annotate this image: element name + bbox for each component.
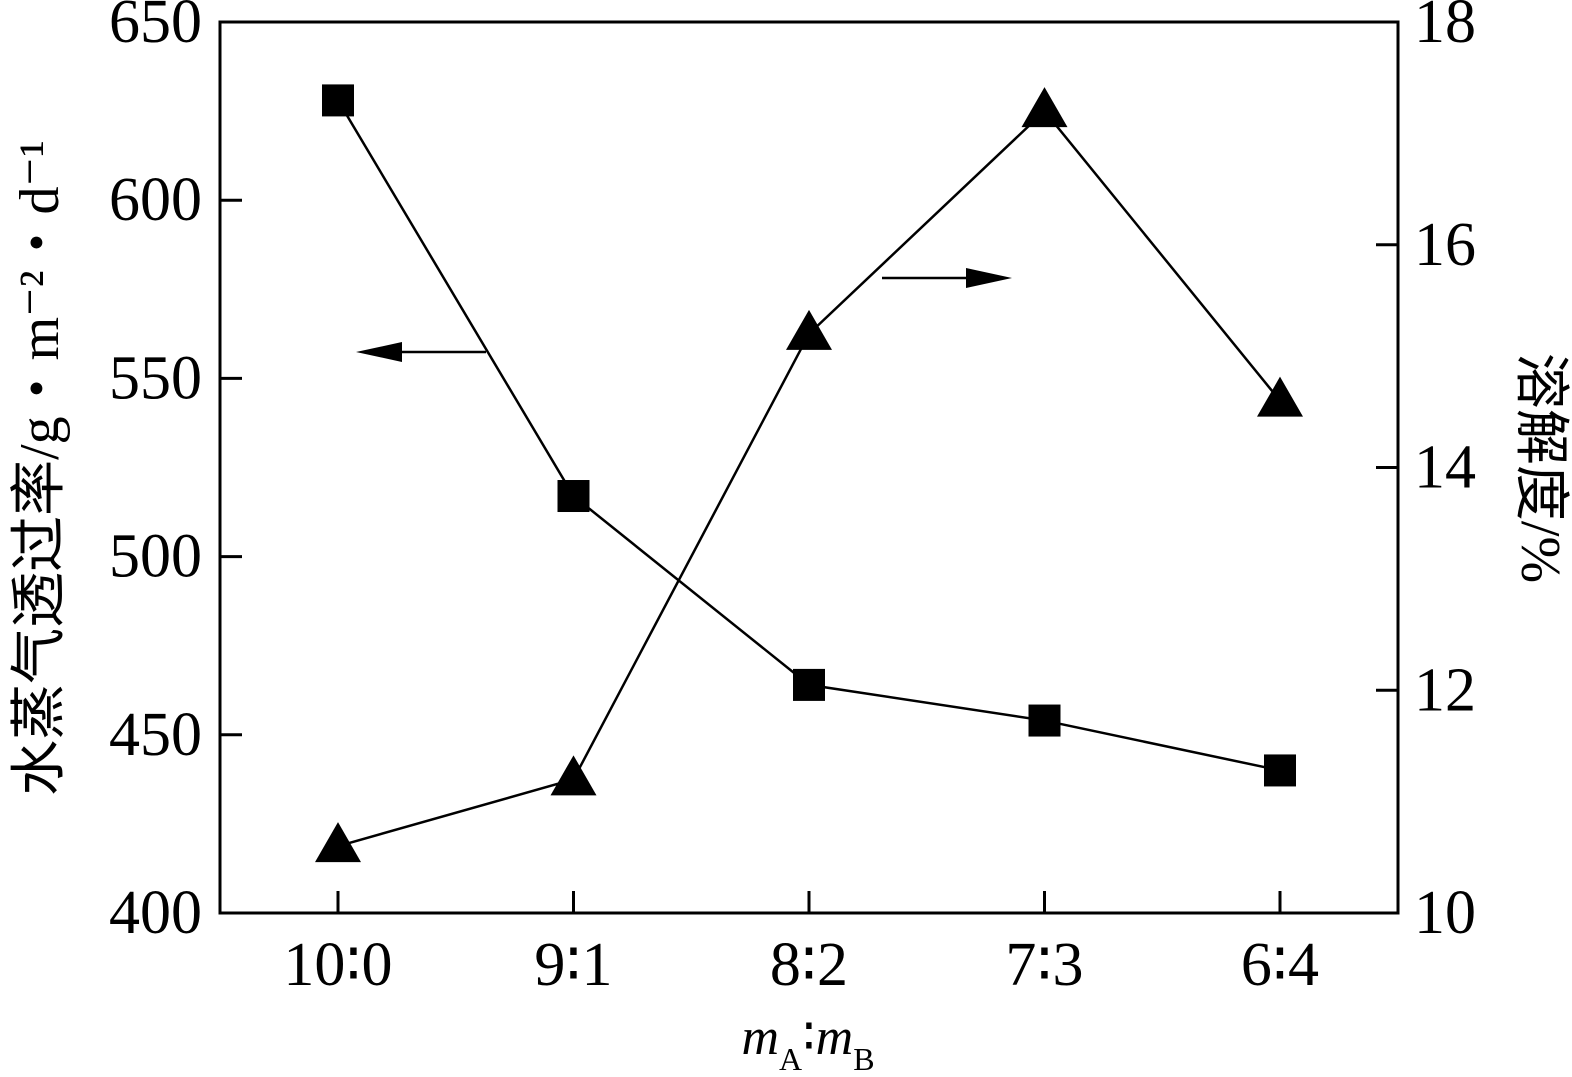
x-tick-label: 8∶2 bbox=[770, 931, 848, 999]
x-axis-title: mA∶mB bbox=[741, 1009, 874, 1077]
right-arrow-head bbox=[966, 268, 1012, 288]
square-marker bbox=[1264, 754, 1296, 787]
series-right-axis bbox=[315, 87, 1303, 863]
plot-frame bbox=[218, 20, 1400, 915]
series-layer bbox=[315, 84, 1303, 863]
left-y-axis: 400 450 500 550 600 650 bbox=[109, 0, 242, 947]
square-marker bbox=[557, 480, 590, 513]
x-axis-title-sub-a: A bbox=[779, 1041, 802, 1077]
right-y-tick-label: 16 bbox=[1414, 211, 1476, 279]
left-y-axis-title: 水蒸气透过率/g・m⁻²・d⁻¹ bbox=[9, 140, 71, 796]
x-axis-title-sub-b: B bbox=[853, 1041, 874, 1077]
x-axis-title-separator: ∶ bbox=[802, 1009, 816, 1066]
x-tick-label: 10∶0 bbox=[283, 931, 392, 999]
left-y-tick-label: 400 bbox=[109, 879, 202, 947]
triangle-marker bbox=[1257, 376, 1303, 417]
x-axis-title-var-b: m bbox=[816, 1009, 854, 1066]
square-marker bbox=[793, 668, 825, 701]
left-y-tick-label: 450 bbox=[109, 701, 202, 769]
series-line bbox=[337, 109, 1281, 848]
x-tick-label: 9∶1 bbox=[534, 931, 612, 999]
right-y-tick-label: 18 bbox=[1414, 0, 1476, 56]
left-y-tick-label: 500 bbox=[109, 523, 202, 591]
triangle-marker bbox=[1021, 87, 1068, 128]
annotation-arrows bbox=[356, 268, 1012, 362]
plot-area-border bbox=[218, 20, 1400, 915]
series-left-axis bbox=[322, 84, 1296, 787]
square-marker bbox=[322, 84, 354, 117]
right-y-tick-label: 14 bbox=[1414, 434, 1476, 502]
right-y-tick-label: 12 bbox=[1414, 656, 1476, 724]
right-y-axis: 10 12 14 16 18 bbox=[1376, 0, 1476, 947]
x-tick-label: 6∶4 bbox=[1241, 931, 1319, 999]
triangle-marker bbox=[550, 755, 597, 796]
left-y-tick-label: 650 bbox=[109, 0, 202, 56]
triangle-marker bbox=[786, 309, 832, 350]
right-y-axis-title: 溶解度/% bbox=[1509, 353, 1571, 583]
left-arrow-head bbox=[356, 342, 402, 362]
triangle-marker bbox=[315, 822, 361, 863]
x-axis: 10∶0 9∶1 8∶2 7∶3 6∶4 bbox=[283, 891, 1319, 999]
x-tick-label: 7∶3 bbox=[1005, 931, 1083, 999]
x-axis-title-var-a: m bbox=[741, 1009, 779, 1066]
square-marker bbox=[1028, 704, 1061, 737]
left-y-tick-label: 550 bbox=[109, 344, 202, 412]
right-y-tick-label: 10 bbox=[1414, 879, 1476, 947]
left-y-tick-label: 600 bbox=[109, 166, 202, 234]
